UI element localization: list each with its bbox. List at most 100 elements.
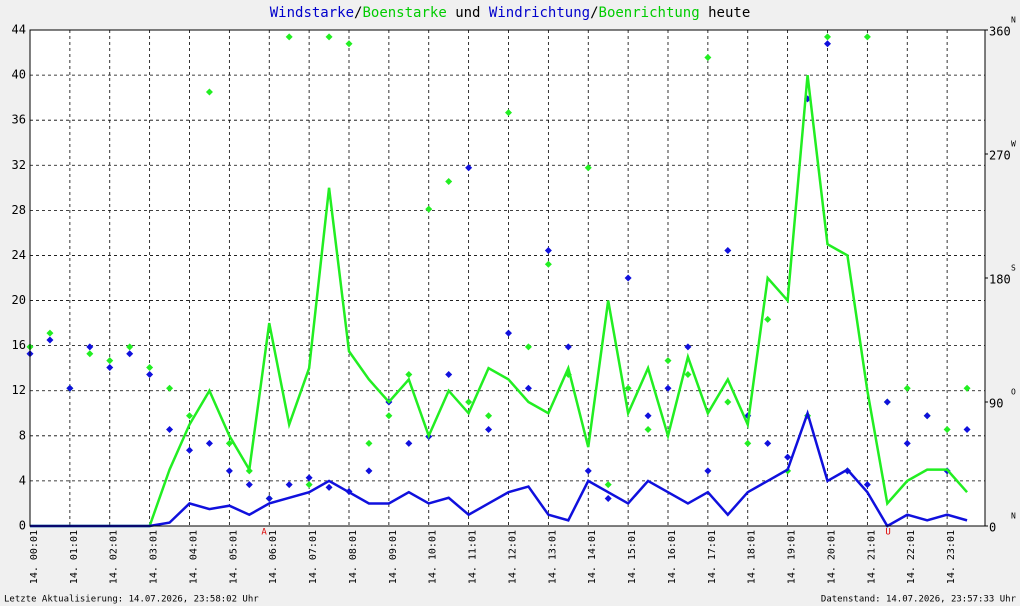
- direction-point: [185, 446, 193, 454]
- direction-point: [704, 467, 712, 475]
- direction-point: [724, 246, 732, 254]
- direction-point: [684, 370, 692, 378]
- chart-title: Windstarke/Boenstarke und Windrichtung/B…: [270, 5, 751, 21]
- direction-point: [644, 412, 652, 420]
- direction-point: [764, 315, 772, 323]
- compass-label: S: [1011, 264, 1016, 273]
- direction-point: [544, 246, 552, 254]
- title-part: Boenrichtung: [599, 5, 700, 21]
- footer-right: Datenstand: 14.07.2026, 23:57:33 Uhr: [821, 595, 1017, 605]
- direction-point: [385, 412, 393, 420]
- y2-tick-label: 90: [989, 397, 1003, 411]
- direction-point: [205, 439, 213, 447]
- direction-point: [504, 109, 512, 117]
- direction-point: [46, 336, 54, 344]
- direction-point: [863, 33, 871, 41]
- direction-point: [305, 474, 313, 482]
- x-tick-label: 14. 06:01: [268, 530, 279, 584]
- direction-point: [185, 412, 193, 420]
- direction-point: [903, 384, 911, 392]
- direction-point: [146, 370, 154, 378]
- direction-point: [365, 467, 373, 475]
- direction-point: [485, 426, 493, 434]
- direction-point: [764, 439, 772, 447]
- direction-point: [564, 343, 572, 351]
- direction-point: [823, 33, 831, 41]
- direction-point: [285, 481, 293, 489]
- y-tick-label: 16: [12, 338, 26, 352]
- direction-point: [445, 370, 453, 378]
- x-tick-label: 14. 23:01: [946, 530, 957, 584]
- direction-point: [46, 329, 54, 337]
- direction-point: [465, 164, 473, 172]
- x-tick-label: 14. 07:01: [308, 530, 319, 584]
- title-part: /: [354, 5, 362, 21]
- x-tick-label: 14. 02:01: [109, 530, 120, 584]
- x-tick-label: 14. 09:01: [388, 530, 399, 584]
- direction-point: [943, 426, 951, 434]
- compass-label: W: [1011, 140, 1016, 149]
- direction-point: [524, 343, 532, 351]
- x-tick-label: 14. 10:01: [428, 530, 439, 584]
- y2-tick-label: 180: [989, 273, 1011, 287]
- y-tick-label: 40: [12, 68, 26, 82]
- direction-point: [106, 364, 114, 372]
- x-tick-label: 14. 21:01: [866, 530, 877, 584]
- direction-point: [963, 426, 971, 434]
- y2-tick-label: 0: [989, 521, 996, 535]
- x-tick-label: 14. 11:01: [468, 530, 479, 584]
- direction-point: [584, 164, 592, 172]
- y-tick-label: 24: [12, 248, 26, 262]
- series-line: [30, 409, 968, 528]
- direction-point: [405, 370, 413, 378]
- y-tick-label: 20: [12, 293, 26, 307]
- y-tick-label: 32: [12, 158, 26, 172]
- direction-point: [166, 426, 174, 434]
- x-tick-label: 14. 12:01: [507, 530, 518, 584]
- title-part: und: [447, 5, 489, 21]
- direction-point: [86, 343, 94, 351]
- direction-point: [963, 384, 971, 392]
- direction-point: [784, 453, 792, 461]
- x-tick-label: 14. 15:01: [627, 530, 638, 584]
- plot-border: [29, 29, 986, 527]
- direction-point: [205, 88, 213, 96]
- x-tick-label: 14. 18:01: [747, 530, 758, 584]
- direction-point: [504, 329, 512, 337]
- direction-point: [146, 364, 154, 372]
- direction-point: [465, 398, 473, 406]
- x-tick-label: 14. 16:01: [667, 530, 678, 584]
- direction-point: [405, 439, 413, 447]
- direction-point: [863, 481, 871, 489]
- direction-point: [345, 40, 353, 48]
- footer-left: Letzte Aktualisierung: 14.07.2026, 23:58…: [4, 595, 259, 605]
- x-tick-label: 14. 00:01: [29, 530, 40, 584]
- direction-point: [425, 205, 433, 213]
- direction-point: [664, 384, 672, 392]
- x-tick-label: 14. 13:01: [547, 530, 558, 584]
- compass-label: O: [1011, 388, 1016, 397]
- direction-point: [604, 481, 612, 489]
- direction-point: [265, 494, 273, 502]
- annotation: U: [885, 528, 890, 538]
- title-part: Boenstarke: [362, 5, 446, 21]
- y-tick-label: 8: [19, 428, 26, 442]
- direction-point: [126, 343, 134, 351]
- direction-point: [166, 384, 174, 392]
- y-tick-label: 12: [12, 383, 26, 397]
- y-tick-label: 36: [12, 113, 26, 127]
- title-part: /: [590, 5, 598, 21]
- direction-point: [524, 384, 532, 392]
- direction-point: [325, 483, 333, 491]
- x-tick-label: 14. 01:01: [69, 530, 80, 584]
- direction-point: [704, 54, 712, 62]
- x-tick-label: 14. 08:01: [348, 530, 359, 584]
- title-part: heute: [700, 5, 751, 21]
- title-part: Windrichtung: [489, 5, 590, 21]
- y-tick-label: 44: [12, 23, 26, 37]
- direction-point: [485, 412, 493, 420]
- direction-point: [624, 384, 632, 392]
- plot-area: [29, 29, 986, 527]
- direction-point: [245, 481, 253, 489]
